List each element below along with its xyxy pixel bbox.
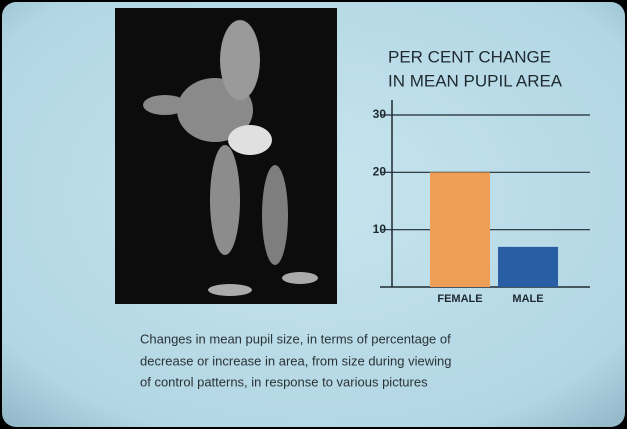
caption: of control patterns, in response to vari… xyxy=(140,374,428,389)
y-tick-label: 10 xyxy=(373,222,387,236)
caption: decrease or increase in area, from size … xyxy=(140,353,451,368)
caption: Changes in mean pupil size, in terms of … xyxy=(140,331,451,346)
x-tick-label: FEMALE xyxy=(437,293,482,305)
x-tick-label: MALE xyxy=(512,293,543,305)
bar xyxy=(498,247,558,287)
bar xyxy=(430,172,490,287)
y-tick-label: 20 xyxy=(373,165,387,179)
slide: PER CENT CHANGE IN MEAN PUPIL AREA Chang… xyxy=(0,0,627,429)
chart-title: IN MEAN PUPIL AREA xyxy=(388,71,563,90)
y-tick-label: 30 xyxy=(373,107,387,121)
photo xyxy=(115,8,337,304)
chart-title: PER CENT CHANGE xyxy=(388,47,551,66)
